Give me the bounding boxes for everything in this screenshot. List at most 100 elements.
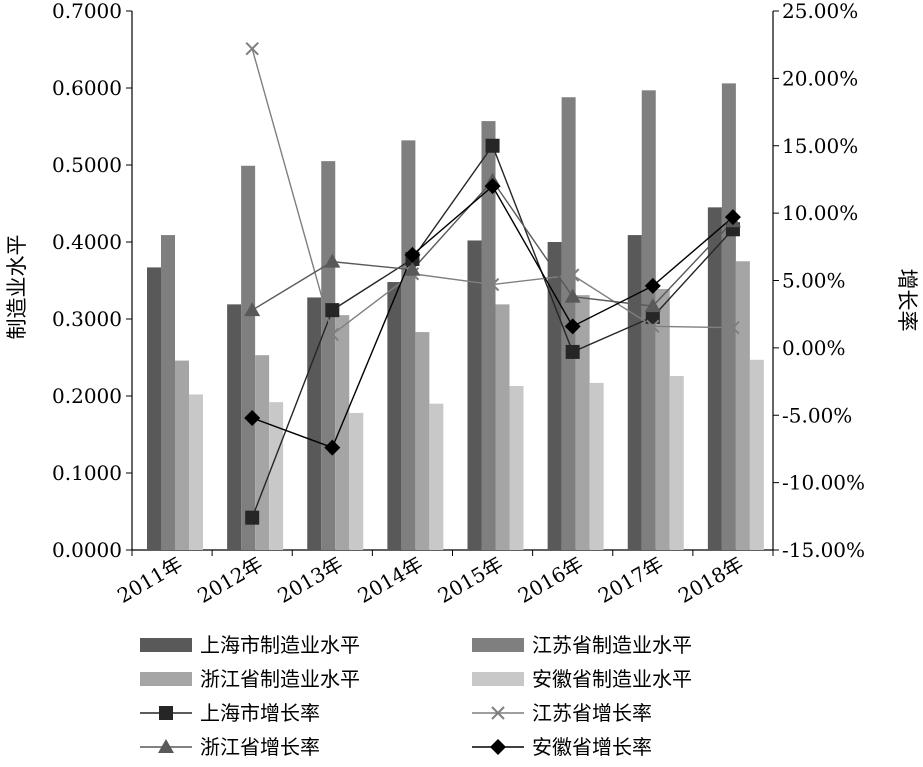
y2-tick-label: 10.00% [782, 201, 858, 225]
bars [147, 83, 764, 551]
line-point [245, 510, 260, 525]
bar [749, 359, 764, 550]
y-tick-label: 0.2000 [52, 384, 122, 408]
bar [707, 207, 722, 550]
line-point [644, 298, 661, 313]
y-tick-label: 0.5000 [52, 153, 122, 177]
bar [467, 240, 482, 550]
line-point [325, 303, 340, 318]
bar [721, 83, 736, 550]
bar [509, 385, 524, 550]
line-point [490, 739, 506, 755]
bar [669, 375, 684, 550]
line-point [245, 42, 259, 56]
y2-tick-label: -10.00% [782, 471, 865, 495]
line-point [646, 319, 660, 334]
x-tick-label: 2016年 [514, 552, 587, 608]
bar [481, 121, 496, 551]
legend-swatch [140, 638, 192, 652]
x-tick-label: 2015年 [434, 552, 507, 608]
legend-label: 江苏省制造业水平 [532, 633, 692, 657]
line-point [565, 268, 580, 282]
bar [321, 161, 336, 550]
line-point [565, 344, 580, 359]
y-axis-title: 制造业水平 [5, 235, 29, 340]
line-point [484, 178, 501, 195]
line-point [564, 288, 581, 303]
bar [241, 165, 256, 550]
legend-item: 江苏省制造业水平 [472, 633, 692, 657]
line-point [158, 739, 174, 753]
legend-label: 浙江省制造业水平 [200, 667, 360, 691]
y2-axis-title: 增长率 [895, 269, 919, 332]
y-tick-label: 0.6000 [52, 76, 122, 100]
x-tick-label: 2017年 [594, 552, 667, 608]
bar [349, 412, 364, 550]
y-tick-label: 0.4000 [52, 230, 122, 254]
legend-item: 上海市制造业水平 [140, 633, 360, 657]
line-point [726, 320, 740, 335]
bar [655, 288, 670, 550]
bar [147, 267, 161, 550]
legend-swatch [472, 638, 524, 652]
bar [335, 315, 350, 550]
x-tick-label: 2018年 [674, 552, 747, 608]
bar [401, 140, 416, 551]
y2-tick-label: 0.00% [782, 336, 846, 360]
line-point [244, 409, 261, 426]
line-point [159, 706, 173, 720]
line-point [404, 261, 421, 276]
y2-tick-label: 25.00% [782, 0, 858, 23]
legend-label: 上海市制造业水平 [200, 633, 360, 657]
bar [161, 235, 175, 550]
y-tick-label: 0.3000 [52, 307, 122, 331]
bar [307, 297, 322, 550]
bar [589, 382, 604, 550]
y2-tick-label: 5.00% [782, 269, 846, 293]
x-tick-label: 2013年 [273, 552, 346, 608]
bar [415, 332, 430, 550]
legend-label: 浙江省增长率 [200, 735, 320, 759]
legend-label: 上海市增长率 [200, 701, 320, 725]
bar [627, 235, 642, 550]
y2-tick-label: -5.00% [782, 403, 852, 427]
legend-item: 上海市增长率 [140, 701, 320, 725]
y2-tick-label: -15.00% [782, 538, 865, 562]
bar [175, 360, 189, 550]
line-point [645, 309, 660, 324]
x-tick-label: 2011年 [113, 552, 186, 608]
line-point [485, 277, 500, 292]
bar [429, 403, 444, 550]
legend-item: 浙江省增长率 [140, 735, 320, 759]
line-point [404, 246, 421, 263]
legend-item: 浙江省制造业水平 [140, 667, 360, 691]
x-tick-label: 2014年 [354, 552, 427, 608]
bar [189, 394, 203, 550]
bar [575, 295, 590, 550]
y-tick-label: 0.1000 [52, 461, 122, 485]
line-point [491, 706, 505, 720]
legend-swatch [472, 672, 524, 686]
legend-label: 安徽省增长率 [532, 735, 652, 759]
bar [735, 261, 750, 550]
line-point [244, 302, 261, 317]
bar [387, 282, 402, 550]
line-point [724, 209, 741, 226]
y2-tick-label: 15.00% [782, 134, 858, 158]
y2-tick-label: 20.00% [782, 66, 858, 90]
bar [495, 304, 510, 550]
legend-label: 安徽省制造业水平 [532, 667, 692, 691]
line-point [644, 277, 661, 294]
x-tick-label: 2012年 [193, 552, 266, 608]
bar [269, 402, 284, 550]
bar [547, 242, 562, 550]
legend-label: 江苏省增长率 [532, 701, 652, 725]
legend-swatch [140, 672, 192, 686]
line-point [325, 327, 340, 342]
legend-item: 安徽省制造业水平 [472, 667, 692, 691]
y-tick-label: 0.7000 [52, 0, 122, 23]
line-point [564, 318, 581, 335]
bar [227, 304, 242, 550]
y-tick-label: 0.0000 [52, 538, 122, 562]
